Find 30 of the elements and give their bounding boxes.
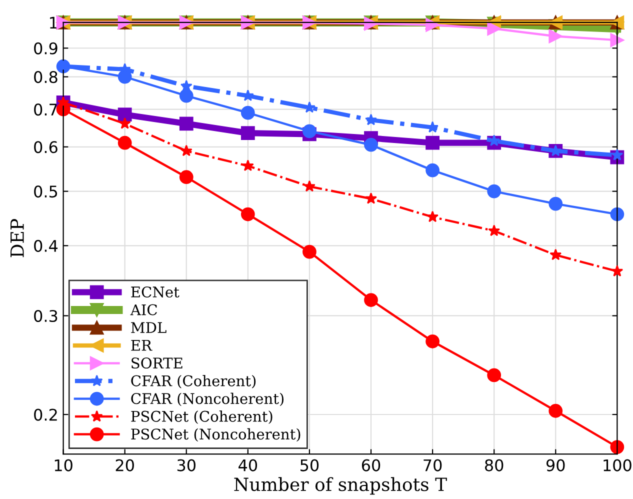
y-tick-label: 0.4	[34, 240, 58, 252]
y-tick-label: 0.8	[34, 71, 58, 84]
legend-label: ECNet	[131, 286, 180, 298]
legend-label: CFAR (Noncoherent)	[131, 392, 284, 406]
x-tick-label: 50	[300, 459, 319, 472]
x-tick-label: 10	[54, 459, 72, 472]
y-axis-title: DEP	[10, 219, 24, 258]
legend-label: CFAR (Coherent)	[131, 375, 256, 388]
legend-label: AIC	[130, 304, 157, 316]
y-tick-label: 0.6	[34, 141, 58, 154]
legend-label: SORTE	[132, 358, 182, 369]
x-tick-label: 40	[238, 459, 258, 472]
x-tick-label: 80	[485, 459, 504, 472]
legend-label: ER	[131, 340, 152, 351]
legend-label: PSCNet (Noncoherent)	[131, 428, 300, 442]
y-tick-label: 1	[50, 16, 57, 29]
y-tick-label: 0.5	[34, 186, 58, 198]
x-tick-label: 100	[604, 459, 632, 472]
y-tick-label: 0.2	[34, 408, 57, 421]
x-tick-label: 20	[116, 459, 134, 472]
x-tick-label: 60	[362, 459, 380, 472]
legend-label: MDL	[131, 322, 166, 333]
x-tick-label: 30	[177, 459, 196, 472]
y-tick-label: 0.3	[34, 310, 58, 322]
x-tick-label: 70	[424, 459, 442, 472]
y-tick-label: 0.7	[34, 104, 58, 116]
x-tick-label: 90	[546, 459, 565, 472]
legend-label: PSCNet (Coherent)	[131, 410, 272, 424]
x-axis-title: Number of snapshots T	[234, 477, 447, 495]
y-tick-label: 0.9	[34, 42, 58, 54]
